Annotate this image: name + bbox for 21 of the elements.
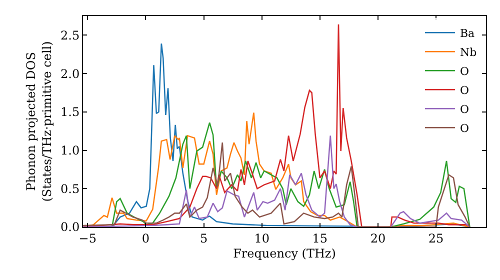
legend-label: Nb [460, 46, 477, 59]
x-tick-label: −5 [78, 231, 96, 246]
legend-label: O [460, 84, 469, 97]
legend-label: Ba [460, 26, 476, 40]
y-tick-label: 0.0 [60, 220, 80, 234]
y-tick-label: 1.0 [60, 143, 80, 158]
y-axis-title: Phonon projected DOS (States/THz·primitive cell) [24, 41, 54, 202]
x-tick-label: 15 [312, 231, 328, 246]
x-tick-label: 10 [254, 231, 270, 246]
x-tick-label: 0 [142, 231, 150, 246]
x-axis-title: Frequency (THz) [233, 246, 336, 260]
x-tick-label: 25 [428, 231, 444, 246]
y-tick-label: 0.5 [60, 182, 80, 196]
y-tick-label: 1.5 [60, 105, 80, 120]
legend-label: O [460, 64, 469, 78]
x-tick-label: 20 [370, 231, 386, 246]
legend-label: O [460, 122, 469, 135]
legend-label: O [460, 102, 469, 116]
y-tick-label: 2.5 [60, 28, 80, 42]
y-tick-label: 2.0 [60, 66, 80, 81]
x-tick-label: 5 [200, 231, 208, 246]
